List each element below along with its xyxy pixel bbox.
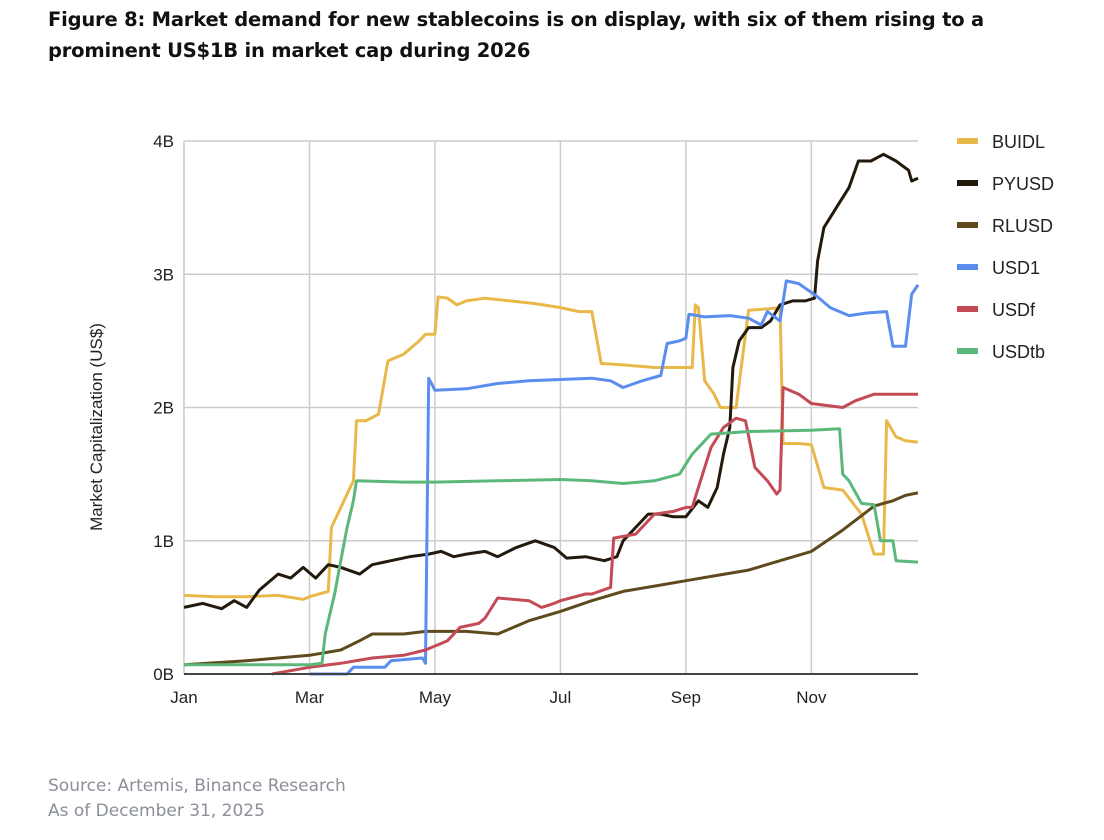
figure-title: Figure 8: Market demand for new stableco… [48, 8, 984, 62]
y-tick-label: 4B [153, 132, 174, 151]
legend-item-pyusd: PYUSD [957, 174, 1054, 194]
series-line-buidl [183, 295, 919, 601]
x-tick-label: Mar [295, 688, 325, 707]
y-axis-ticks: 0B 1B 2B 3B 4B [153, 132, 174, 684]
series-line-usd1 [309, 279, 920, 676]
legend: BUIDL PYUSD RLUSD USD1 USDf USDtb [957, 132, 1054, 362]
y-tick-label: 3B [153, 265, 174, 284]
line-chart: 0B 1B 2B 3B 4B Jan Mar May Jul Sep Nov Market Cap… [87, 132, 1054, 707]
gridlines [183, 140, 918, 674]
legend-item-rlusd: RLUSD [957, 216, 1053, 236]
legend-swatch [957, 222, 978, 228]
as-of-date: As of December 31, 2025 [48, 801, 265, 821]
series-line-rlusd [183, 491, 919, 667]
source-note: Source: Artemis, Binance Research As of … [48, 774, 346, 824]
legend-label: RLUSD [992, 216, 1053, 236]
legend-label: PYUSD [992, 174, 1054, 194]
legend-swatch [957, 264, 978, 270]
series-lines [183, 152, 920, 676]
x-tick-label: May [419, 688, 452, 707]
series-line-usdf [271, 386, 918, 676]
legend-swatch [957, 180, 978, 186]
legend-swatch [957, 306, 978, 312]
y-axis-title: Market Capitalization (US$) [87, 323, 106, 531]
legend-label: BUIDL [992, 132, 1045, 152]
x-axis-ticks: Jan Mar May Jul Sep Nov [170, 688, 827, 707]
series-line-usdtb [184, 427, 919, 667]
legend-label: USD1 [992, 258, 1040, 278]
x-tick-label: Jul [550, 688, 572, 707]
x-tick-label: Nov [796, 688, 827, 707]
legend-item-usdf: USDf [957, 300, 1036, 320]
x-tick-label: Sep [671, 688, 701, 707]
legend-label: USDf [992, 300, 1036, 320]
source-text: Source: Artemis, Binance Research [48, 776, 346, 796]
y-tick-label: 1B [153, 532, 174, 551]
legend-item-buidl: BUIDL [957, 132, 1045, 152]
y-tick-label: 0B [153, 665, 174, 684]
legend-label: USDtb [992, 342, 1045, 362]
legend-swatch [957, 348, 978, 354]
x-tick-label: Jan [170, 688, 197, 707]
legend-item-usd1: USD1 [957, 258, 1040, 278]
legend-swatch [957, 138, 978, 144]
y-tick-label: 2B [153, 399, 174, 418]
legend-item-usdtb: USDtb [957, 342, 1045, 362]
